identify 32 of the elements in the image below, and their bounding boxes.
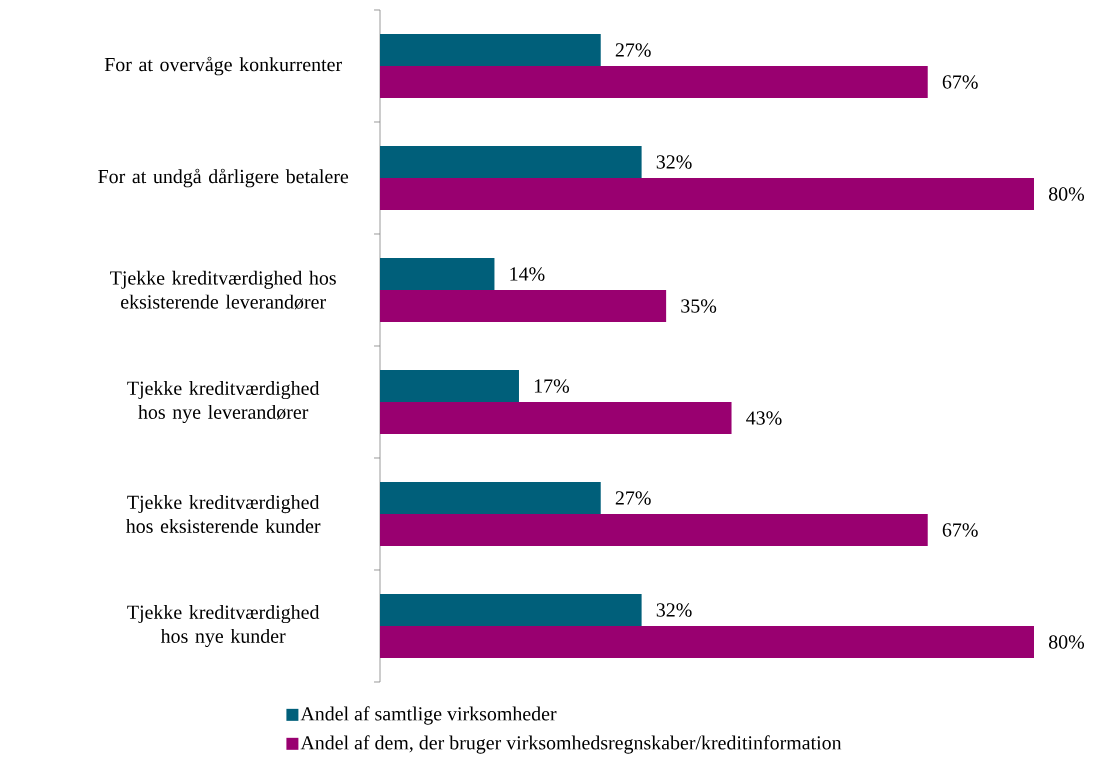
bar — [380, 401, 732, 434]
y-tick-label: For at undgå dårligere betalere — [98, 168, 349, 188]
data-label: 17% — [534, 379, 570, 393]
y-tick-label: For at overvåge konkurrenter — [104, 56, 342, 76]
legend-label: Andel af samtlige virksomheder — [300, 706, 557, 725]
y-tick-label: Tjekke kreditværdighed hos eksisterende kunder — [125, 495, 321, 533]
y-tick-label: Tjekke kreditværdighed hos eksisterende leverandører — [110, 270, 336, 310]
bar — [380, 146, 642, 178]
data-label: 32% — [656, 603, 692, 617]
bar — [380, 482, 601, 514]
bar — [380, 514, 928, 546]
data-label: 67% — [942, 75, 978, 89]
data-label: 80% — [1048, 187, 1085, 201]
bar — [380, 626, 1034, 658]
y-tick-label: Tjekke kreditværdighed hos nye leverandører — [127, 380, 320, 424]
bar — [380, 34, 601, 66]
bar — [380, 66, 928, 98]
data-label: 35% — [681, 299, 717, 313]
data-label: 43% — [746, 411, 782, 425]
bar — [380, 257, 495, 290]
bar — [380, 177, 1034, 210]
y-tick-label: Tjekke kreditværdighed hos nye kunder — [127, 604, 320, 648]
data-label: 80% — [1048, 635, 1085, 649]
bar — [380, 594, 642, 626]
data-label: 67% — [942, 523, 978, 537]
data-label: 32% — [656, 155, 692, 169]
bar — [380, 289, 667, 322]
bar — [380, 369, 519, 402]
data-label: 14% — [510, 267, 545, 281]
legend-label: Andel af dem, der bruger virksomhedsregnskaber/kreditinformation — [300, 735, 842, 754]
data-label: 27% — [615, 491, 651, 505]
data-label: 27% — [615, 43, 651, 57]
